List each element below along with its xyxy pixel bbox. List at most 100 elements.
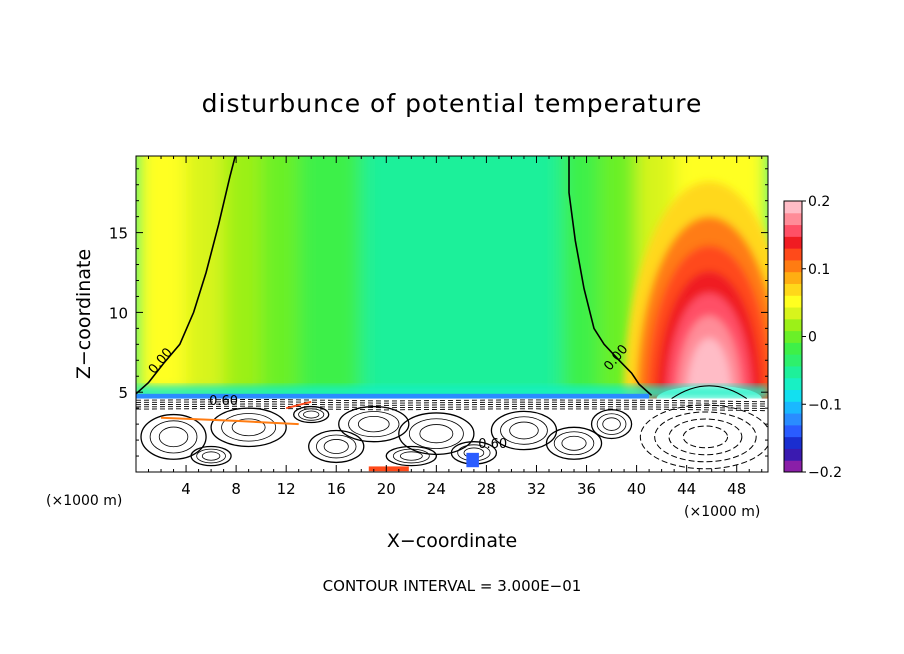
turbulent-contour <box>590 409 633 440</box>
turbulent-contour <box>357 415 390 433</box>
turbulent-contour <box>323 439 349 454</box>
colorbar-label: −0.1 <box>808 397 842 413</box>
x-tick-label: 48 <box>727 480 746 498</box>
field-band <box>261 156 300 399</box>
turbulent-contour <box>500 416 548 445</box>
dashed-contour <box>136 405 768 409</box>
turbulent-contour <box>419 424 454 444</box>
turbulent-contour <box>316 434 357 459</box>
colorbar-swatch <box>784 424 802 438</box>
turbulent-contour <box>149 420 198 454</box>
colorbar-swatch <box>784 460 802 473</box>
colorbar-swatch <box>784 413 802 426</box>
dashed-contour <box>136 398 768 403</box>
y-tick-label: 5 <box>118 384 128 402</box>
plot-frame <box>135 155 769 473</box>
colorbar-swatch <box>784 224 802 237</box>
turbulent-contour <box>210 407 287 448</box>
field-band <box>186 156 225 399</box>
turbulent-contour <box>221 413 277 442</box>
turbulent-contour <box>348 411 400 438</box>
contour-label: 0.60 <box>478 437 507 452</box>
x-tick-label: 12 <box>277 480 296 498</box>
colorbar-swatch <box>784 212 802 226</box>
y-axis-label: Z−coordinate <box>73 249 95 379</box>
colorbar-swatch <box>784 436 802 449</box>
colorbar: 0.2 0.1 0 −0.1 −0.2 <box>783 194 842 481</box>
x-tick-label: 40 <box>627 480 646 498</box>
turbulent-contour <box>553 431 595 456</box>
x-tick-label: 44 <box>677 480 696 498</box>
colorbar-swatch <box>784 248 802 261</box>
turbulent-contour <box>602 417 621 431</box>
turbulent-contour <box>308 429 365 464</box>
x-unit-left: (×1000 m) <box>46 493 122 509</box>
dashed-contour <box>136 401 768 405</box>
field-band <box>223 156 263 399</box>
x-tick-label: 8 <box>231 480 241 498</box>
turbulent-contour <box>596 413 627 435</box>
colorbar-swatch <box>784 295 802 308</box>
x-axis-label: X−coordinate <box>387 530 517 552</box>
warm-streak <box>368 466 409 472</box>
vortex-contour <box>668 418 743 456</box>
contour-label: 0.60 <box>209 394 238 409</box>
turbulent-contour <box>293 405 330 424</box>
x-tick-label: 24 <box>427 480 446 498</box>
colorbar-swatch <box>784 377 802 391</box>
colorbar-swatch <box>784 283 802 296</box>
turbulent-contour <box>561 435 587 451</box>
contour-interval-note: CONTOUR INTERVAL = 3.000E−01 <box>323 577 582 595</box>
turbulent-contour <box>399 451 423 461</box>
colorbar-swatch <box>784 318 802 332</box>
x-tick-label: 36 <box>577 480 596 498</box>
colorbar-swatch <box>784 354 802 367</box>
colorbar-swatch <box>784 342 802 355</box>
vortex-contour <box>654 411 757 463</box>
colorbar-label: −0.2 <box>808 465 842 481</box>
colorbar-swatch <box>784 401 802 414</box>
turbulent-contour <box>140 413 207 460</box>
warm-streak <box>160 416 299 426</box>
y-tick-label: 15 <box>109 225 128 243</box>
contour-layer <box>136 156 768 472</box>
colorbar-swatch <box>784 271 802 284</box>
colorbar-swatch <box>784 236 802 249</box>
field-band <box>361 156 563 399</box>
zero-contour-right <box>568 156 653 396</box>
colorbar-swatch <box>784 307 802 320</box>
x-unit-right: (×1000 m) <box>684 504 760 520</box>
y-axis: 5 10 15 <box>109 168 768 457</box>
colorbar-swatch <box>784 365 802 379</box>
x-tick-label: 28 <box>477 480 496 498</box>
turbulent-contour <box>196 448 226 464</box>
cold-streak <box>466 452 479 468</box>
field-band <box>561 156 601 399</box>
x-tick-label: 20 <box>377 480 396 498</box>
colorbar-swatch <box>784 330 802 343</box>
vortex-contour <box>682 425 729 449</box>
colorbar-label: 0 <box>808 330 817 346</box>
turbulent-contour <box>545 426 603 460</box>
turbulent-contour <box>338 405 410 443</box>
x-axis: 4 8 12 16 20 24 28 32 36 40 44 48 <box>148 156 763 498</box>
plot-area <box>136 156 768 472</box>
x-tick-label: 16 <box>327 480 346 498</box>
turbulent-contour <box>303 410 320 419</box>
colorbar-swatch <box>784 201 802 214</box>
interface-band <box>136 393 650 400</box>
colorbar-label: 0.1 <box>808 262 830 278</box>
turbulent-contour <box>385 445 438 467</box>
warm-streak <box>285 400 312 410</box>
zero-contour-left <box>136 156 237 395</box>
field-layer <box>136 156 768 472</box>
y-tick-label: 10 <box>109 304 128 322</box>
turbulent-contour <box>231 418 266 437</box>
colorbar-swatch <box>784 259 802 273</box>
turbulent-contour <box>158 426 189 448</box>
field-band <box>298 156 363 399</box>
x-tick-label: 32 <box>527 480 546 498</box>
x-tick-label: 4 <box>181 480 191 498</box>
field-band <box>136 156 188 399</box>
chart-title: disturbunce of potential temperature <box>202 89 703 118</box>
